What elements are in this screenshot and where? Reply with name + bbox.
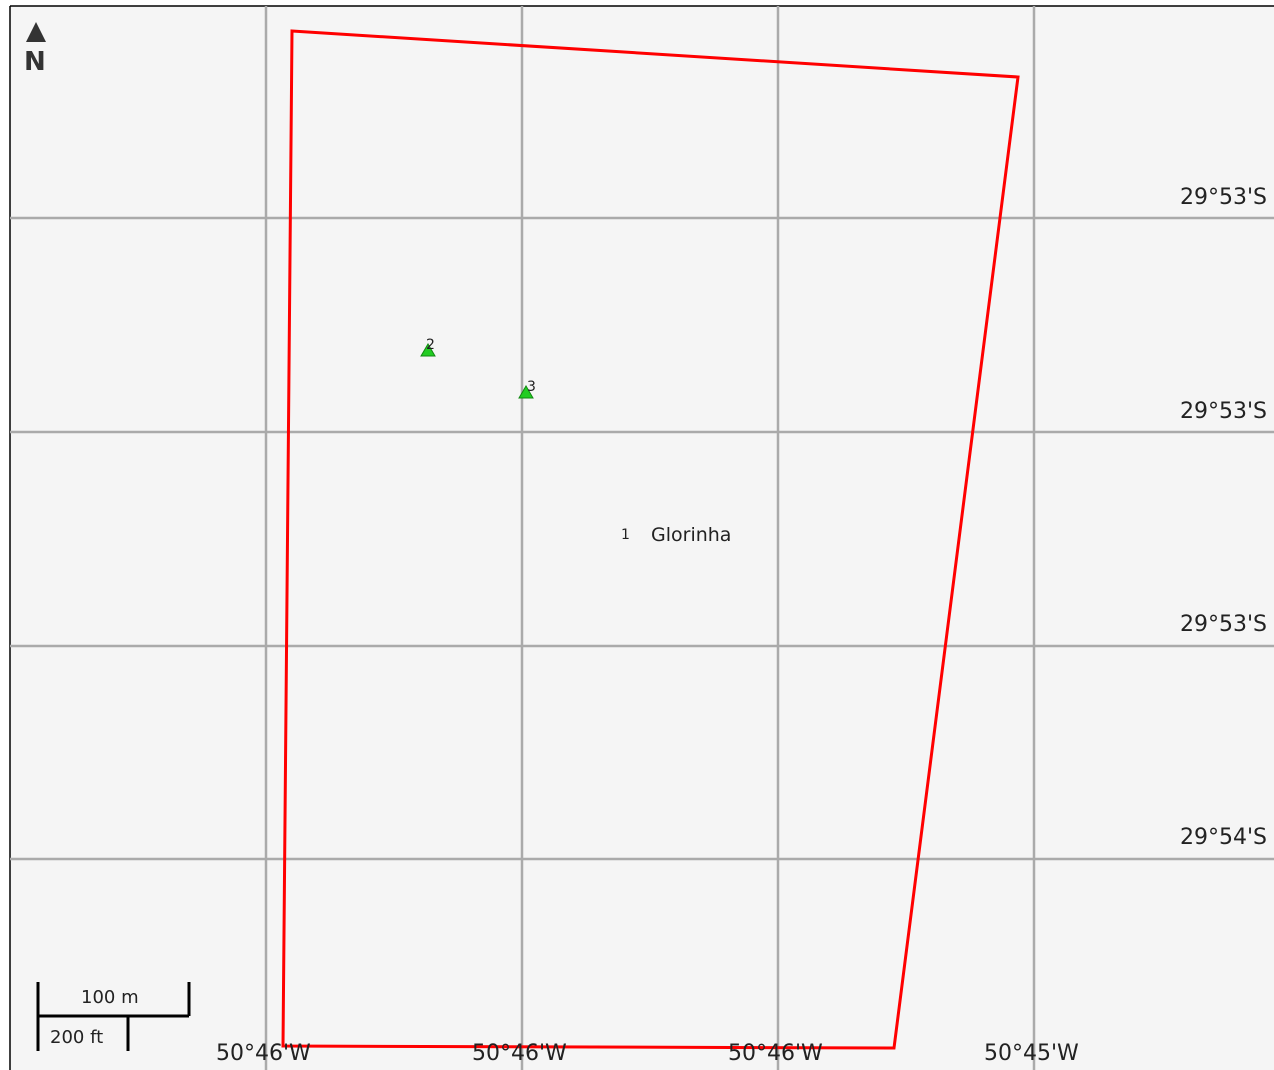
map-background [10,6,1274,1070]
north-arrow-icon [26,22,46,42]
north-label: N [24,47,46,77]
triangle-marker-icon [420,343,436,357]
longitude-label: 50°46'W [472,1041,567,1066]
latitude-label: 29°53'S [1180,612,1267,637]
graticule-meridians [264,6,1036,1070]
latitude-label: 29°53'S [1180,185,1267,210]
latitude-label: 29°54'S [1180,825,1267,850]
scale-bar [36,982,191,1051]
point-number: 3 [527,379,536,395]
longitude-label: 50°46'W [216,1041,311,1066]
graticule-parallels [10,216,1274,861]
area-boundary[interactable] [281,29,1020,1050]
scale-imperial-label: 200 ft [50,1027,103,1048]
place-name: Glorinha [651,524,731,546]
latitude-label: 29°53'S [1180,399,1267,424]
place-label-glorinha[interactable]: 1 Glorinha [621,524,731,546]
point-number: 2 [426,337,435,353]
scale-metric-label: 100 m [81,987,139,1008]
place-number: 1 [621,527,630,543]
longitude-label: 50°45'W [984,1041,1079,1066]
north-arrow: N [24,22,46,77]
longitude-label: 50°46'W [728,1041,823,1066]
point-marker-2[interactable]: 2 [420,337,436,357]
point-marker-3[interactable]: 3 [518,379,536,399]
triangle-marker-icon [518,385,534,399]
